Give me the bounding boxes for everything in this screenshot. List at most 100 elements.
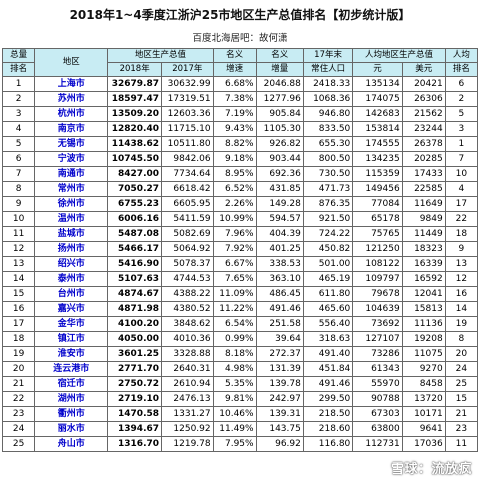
per-capita-usd-cell: 20421 bbox=[401, 76, 446, 92]
table-row: 10 温州市 6006.16 5411.59 10.99% 594.57 921.50 651… bbox=[1, 211, 479, 227]
rank-cell: 16 bbox=[1, 301, 36, 317]
per-capita-yuan-cell: 153814 bbox=[352, 121, 403, 137]
growth-increment-cell: 905.84 bbox=[255, 106, 304, 122]
header-nominal-inc-sub: 增量 bbox=[255, 62, 304, 77]
per-capita-usd-cell: 13720 bbox=[401, 391, 446, 407]
table-row: 5 无锡市 11438.62 10511.80 8.82% 926.82 655.30 174… bbox=[1, 136, 479, 152]
table-body: 1 上海市 32679.87 30632.99 6.68% 2046.88 2418.33 1… bbox=[1, 76, 479, 452]
per-capita-rank-cell: 6 bbox=[444, 76, 479, 92]
per-capita-usd-cell: 23244 bbox=[401, 121, 446, 137]
gdp-2018-cell: 6006.16 bbox=[107, 211, 163, 227]
growth-increment-cell: 363.10 bbox=[255, 271, 304, 287]
rank-cell: 9 bbox=[1, 196, 36, 212]
gdp-2017-cell: 3328.88 bbox=[161, 346, 214, 362]
per-capita-rank-cell: 13 bbox=[444, 256, 479, 272]
header-region: 地区 bbox=[34, 48, 109, 77]
gdp-2017-cell: 11715.10 bbox=[161, 121, 214, 137]
gdp-2018-cell: 1470.58 bbox=[107, 406, 163, 422]
gdp-2018-cell: 32679.87 bbox=[107, 76, 163, 92]
per-capita-usd-cell: 26306 bbox=[401, 91, 446, 107]
per-capita-usd-cell: 18323 bbox=[401, 241, 446, 257]
per-capita-usd-cell: 9641 bbox=[401, 421, 446, 437]
gdp-2017-cell: 6605.95 bbox=[161, 196, 214, 212]
per-capita-usd-cell: 17433 bbox=[401, 166, 446, 182]
per-capita-rank-cell: 17 bbox=[444, 196, 479, 212]
header-pc-yuan: 元 bbox=[352, 62, 403, 77]
per-capita-yuan-cell: 55970 bbox=[352, 376, 403, 392]
rank-cell: 3 bbox=[1, 106, 36, 122]
per-capita-usd-cell: 10171 bbox=[401, 406, 446, 422]
rank-cell: 14 bbox=[1, 271, 36, 287]
header-pc-usd: 美元 bbox=[401, 62, 446, 77]
gdp-2017-cell: 3848.62 bbox=[161, 316, 214, 332]
header-rank-sub: 排名 bbox=[1, 62, 36, 77]
gdp-2017-cell: 30632.99 bbox=[161, 76, 214, 92]
per-capita-rank-cell: 19 bbox=[444, 316, 479, 332]
population-cell: 876.35 bbox=[302, 196, 354, 212]
per-capita-yuan-cell: 121250 bbox=[352, 241, 403, 257]
gdp-2018-cell: 18597.47 bbox=[107, 91, 163, 107]
page-subtitle: 百度北海居吧：故何潇 bbox=[192, 33, 288, 44]
per-capita-yuan-cell: 61343 bbox=[352, 361, 403, 377]
growth-rate-cell: 6.54% bbox=[212, 316, 257, 332]
per-capita-rank-cell: 16 bbox=[444, 286, 479, 302]
population-cell: 465.19 bbox=[302, 271, 354, 287]
per-capita-yuan-cell: 79678 bbox=[352, 286, 403, 302]
growth-increment-cell: 491.46 bbox=[255, 301, 304, 317]
gdp-2018-cell: 12820.40 bbox=[107, 121, 163, 137]
page-title: 2018年1~4季度江浙沪25市地区生产总值排名【初步统计版】 bbox=[69, 8, 411, 22]
city-cell: 盐城市 bbox=[34, 226, 109, 242]
gdp-2017-cell: 12603.36 bbox=[161, 106, 214, 122]
gdp-2017-cell: 4744.53 bbox=[161, 271, 214, 287]
table-row: 21 宿迁市 2750.72 2610.94 5.35% 139.78 491.46 5597… bbox=[1, 376, 479, 392]
population-cell: 556.40 bbox=[302, 316, 354, 332]
gdp-2017-cell: 10511.80 bbox=[161, 136, 214, 152]
growth-rate-cell: 7.65% bbox=[212, 271, 257, 287]
city-cell: 苏州市 bbox=[34, 91, 109, 107]
per-capita-usd-cell: 16592 bbox=[401, 271, 446, 287]
rank-cell: 24 bbox=[1, 421, 36, 437]
watermark: 雪球：流放疯 bbox=[390, 462, 472, 477]
population-cell: 921.50 bbox=[302, 211, 354, 227]
table-row: 17 金华市 4100.20 3848.62 6.54% 251.58 556.40 7369… bbox=[1, 316, 479, 332]
gdp-2017-cell: 5078.37 bbox=[161, 256, 214, 272]
header-nominal-rate: 名义 bbox=[212, 48, 257, 63]
population-cell: 116.80 bbox=[302, 436, 354, 452]
per-capita-usd-cell: 11449 bbox=[401, 226, 446, 242]
per-capita-usd-cell: 12041 bbox=[401, 286, 446, 302]
per-capita-usd-cell: 17036 bbox=[401, 436, 446, 452]
table-row: 18 镇江市 4050.00 4010.36 0.99% 39.64 318.63 12710… bbox=[1, 331, 479, 347]
per-capita-usd-cell: 21562 bbox=[401, 106, 446, 122]
header-pc-rank: 人均 bbox=[444, 48, 479, 63]
per-capita-yuan-cell: 108122 bbox=[352, 256, 403, 272]
city-cell: 连云港市 bbox=[34, 361, 109, 377]
header-gdp-2017: 2017年 bbox=[161, 62, 214, 77]
population-cell: 491.40 bbox=[302, 346, 354, 362]
growth-rate-cell: 7.38% bbox=[212, 91, 257, 107]
header-pc-rank-sub: 排名 bbox=[444, 62, 479, 77]
per-capita-rank-cell: 21 bbox=[444, 406, 479, 422]
table-row: 19 淮安市 3601.25 3328.88 8.18% 272.37 491.40 7328… bbox=[1, 346, 479, 362]
rank-cell: 17 bbox=[1, 316, 36, 332]
rank-cell: 4 bbox=[1, 121, 36, 137]
per-capita-rank-cell: 11 bbox=[444, 436, 479, 452]
per-capita-yuan-cell: 174075 bbox=[352, 91, 403, 107]
gdp-2018-cell: 8427.00 bbox=[107, 166, 163, 182]
population-cell: 800.50 bbox=[302, 151, 354, 167]
population-cell: 833.50 bbox=[302, 121, 354, 137]
gdp-2018-cell: 6755.23 bbox=[107, 196, 163, 212]
population-cell: 2418.33 bbox=[302, 76, 354, 92]
per-capita-usd-cell: 11136 bbox=[401, 316, 446, 332]
growth-rate-cell: 10.46% bbox=[212, 406, 257, 422]
growth-increment-cell: 401.25 bbox=[255, 241, 304, 257]
rank-cell: 25 bbox=[1, 436, 36, 452]
growth-rate-cell: 6.52% bbox=[212, 181, 257, 197]
header-per-capita: 人均地区生产总值 bbox=[352, 48, 446, 63]
gdp-2018-cell: 4874.67 bbox=[107, 286, 163, 302]
population-cell: 451.84 bbox=[302, 361, 354, 377]
per-capita-rank-cell: 14 bbox=[444, 301, 479, 317]
rank-cell: 13 bbox=[1, 256, 36, 272]
growth-rate-cell: 7.92% bbox=[212, 241, 257, 257]
city-cell: 南京市 bbox=[34, 121, 109, 137]
gdp-2018-cell: 11438.62 bbox=[107, 136, 163, 152]
